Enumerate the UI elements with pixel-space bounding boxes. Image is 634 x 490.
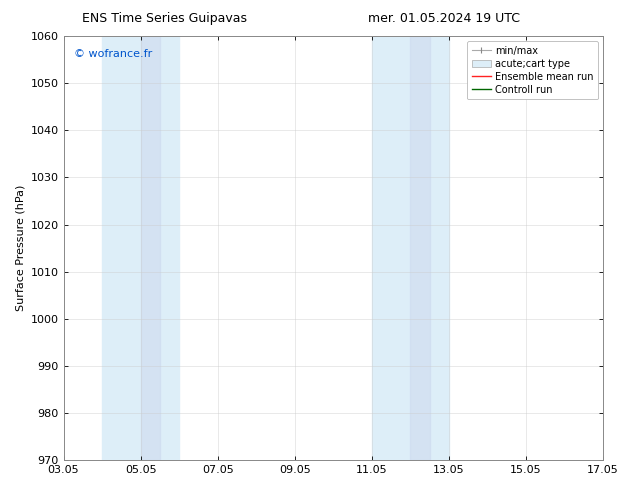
Legend: min/max, acute;cart type, Ensemble mean run, Controll run: min/max, acute;cart type, Ensemble mean … bbox=[467, 41, 598, 99]
Text: ENS Time Series Guipavas: ENS Time Series Guipavas bbox=[82, 12, 247, 25]
Text: mer. 01.05.2024 19 UTC: mer. 01.05.2024 19 UTC bbox=[368, 12, 520, 25]
Bar bbox=[410, 36, 430, 460]
Bar bbox=[102, 36, 179, 460]
Bar bbox=[372, 36, 449, 460]
Text: © wofrance.fr: © wofrance.fr bbox=[74, 49, 153, 59]
Bar bbox=[141, 36, 160, 460]
Y-axis label: Surface Pressure (hPa): Surface Pressure (hPa) bbox=[15, 185, 25, 311]
